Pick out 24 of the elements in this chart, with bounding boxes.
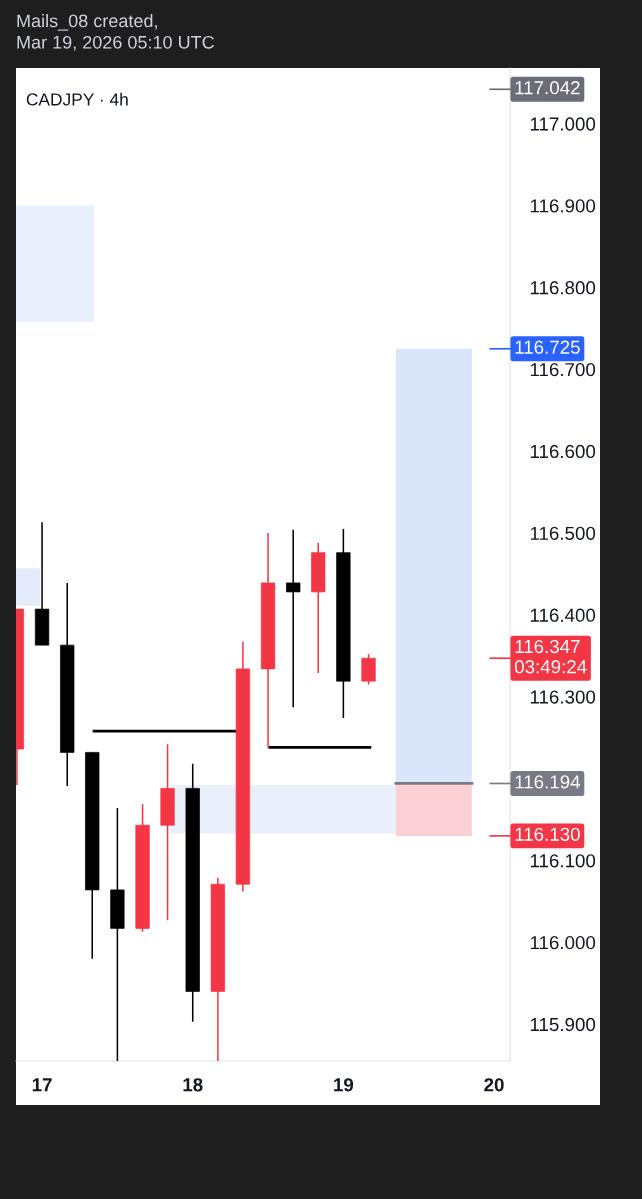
x-tick-label: 17: [32, 1078, 52, 1092]
ref-line-label: 116.130: [515, 827, 580, 841]
y-tick-label: 116.800: [530, 281, 596, 295]
y-tick-label: 116.500: [530, 526, 596, 540]
y-tick-label: 116.100: [530, 854, 596, 868]
ref-line-label: 116.725: [515, 340, 580, 354]
y-tick-label: 116.300: [530, 690, 596, 704]
text: Mails_08 created, Mar 19, 2026 05:10 UTC: [17, 14, 215, 51]
ref-line-label: 117.042: [515, 81, 580, 95]
x-tick-label: 20: [484, 1078, 504, 1092]
x-tick-label: 18: [183, 1078, 203, 1092]
ref-line-label: 116.347 03:49:24: [514, 639, 587, 674]
y-tick-label: 116.000: [530, 936, 596, 950]
y-tick-label: 116.700: [530, 362, 596, 377]
x-tick-label: 19: [334, 1078, 354, 1092]
candlestick: [361, 653, 376, 686]
ref-line-label: 116.194: [515, 775, 581, 789]
y-tick-label: 116.400: [530, 608, 596, 622]
y-tick-label: 115.900: [530, 1017, 596, 1032]
text: CADJPY · 4h: [26, 92, 128, 106]
candlestick: [286, 528, 301, 709]
y-tick-label: 116.600: [530, 444, 596, 459]
y-tick-label: 117.000: [530, 117, 596, 131]
y-tick-label: 116.900: [530, 199, 596, 213]
